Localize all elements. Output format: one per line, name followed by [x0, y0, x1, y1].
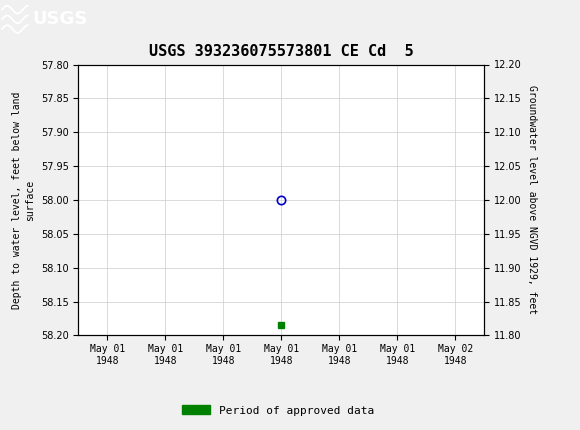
- Y-axis label: Groundwater level above NGVD 1929, feet: Groundwater level above NGVD 1929, feet: [527, 86, 537, 314]
- Y-axis label: Depth to water level, feet below land
surface: Depth to water level, feet below land su…: [12, 91, 35, 309]
- Text: USGS: USGS: [32, 10, 88, 28]
- Title: USGS 393236075573801 CE Cd  5: USGS 393236075573801 CE Cd 5: [149, 44, 414, 59]
- Legend: Period of approved data: Period of approved data: [178, 401, 379, 420]
